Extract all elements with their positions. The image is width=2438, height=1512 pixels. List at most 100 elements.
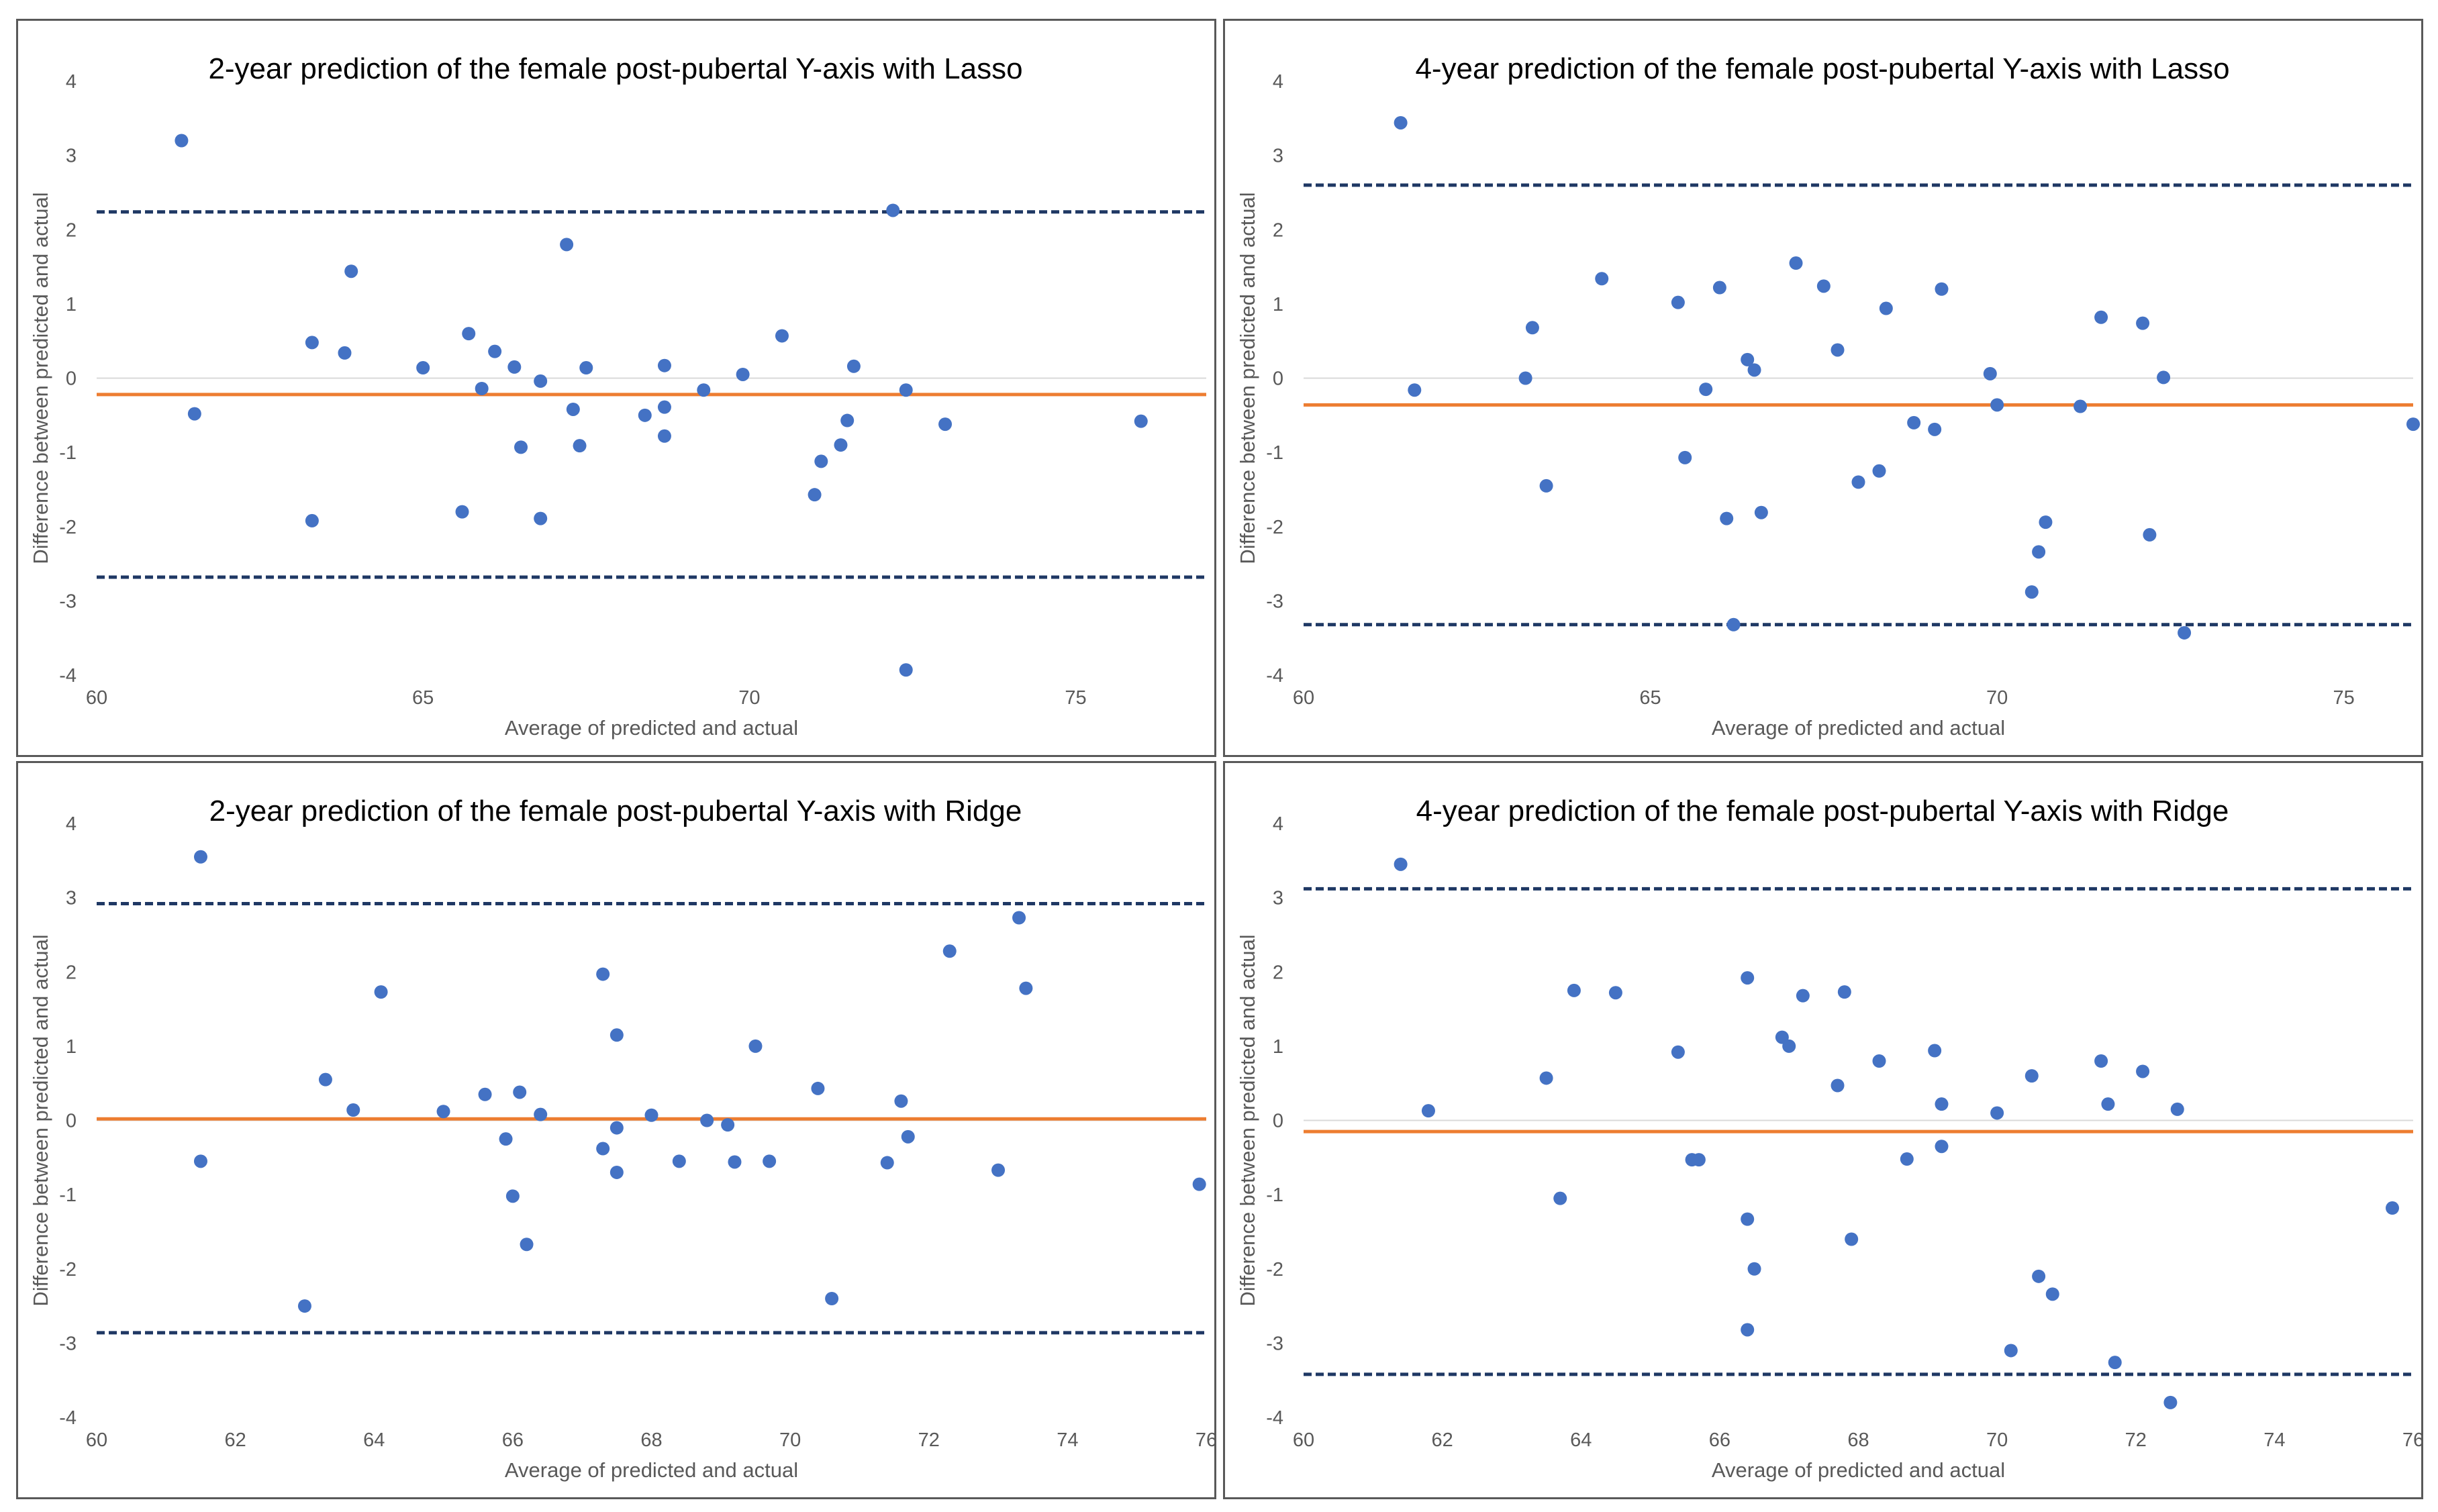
data-point — [1872, 464, 1886, 478]
x-axis-label: Average of predicted and actual — [505, 716, 798, 740]
x-tick-label: 70 — [738, 687, 760, 709]
data-point — [1394, 115, 1408, 130]
data-point — [2101, 1097, 2115, 1111]
data-point — [644, 1108, 659, 1122]
bland-altman-plot: 2-year prediction of the female post-pub… — [29, 795, 1214, 1482]
y-axis-label: Difference between predicted and actual — [1236, 934, 1259, 1306]
y-tick-label: -4 — [1266, 1407, 1283, 1429]
y-tick-label: -1 — [1266, 1185, 1283, 1206]
data-point — [1782, 1039, 1796, 1053]
data-point — [1879, 301, 1893, 315]
data-point — [1990, 398, 2004, 412]
y-tick-label: -1 — [1266, 442, 1283, 464]
data-point — [416, 361, 430, 375]
data-point — [721, 1118, 735, 1132]
bland-altman-plot: 4-year prediction of the female post-pub… — [1236, 795, 2421, 1482]
y-tick-label: 2 — [1273, 962, 1283, 983]
y-tick-label: 1 — [1273, 1036, 1283, 1058]
data-point — [1837, 985, 1851, 999]
x-tick-label: 60 — [1293, 687, 1314, 709]
data-point — [1394, 857, 1408, 871]
data-point — [318, 1072, 332, 1087]
y-tick-label: 1 — [66, 294, 77, 315]
y-tick-label: 4 — [1273, 813, 1283, 835]
data-point — [894, 1094, 908, 1108]
data-point — [462, 327, 476, 341]
data-point — [1928, 422, 1942, 436]
x-tick-label: 65 — [412, 687, 434, 709]
data-point — [610, 1121, 624, 1135]
y-tick-label: 0 — [1273, 1111, 1283, 1132]
x-axis-label: Average of predicted and actual — [505, 1458, 798, 1482]
data-point — [1741, 352, 1755, 366]
data-point — [1408, 383, 1422, 397]
data-point — [1845, 1232, 1859, 1246]
data-point — [1907, 415, 1921, 430]
data-point — [1192, 1177, 1206, 1191]
data-point — [1720, 511, 1734, 525]
x-tick-label: 76 — [2402, 1429, 2421, 1451]
chart-panel-lasso-2yr: 2-year prediction of the female post-pub… — [16, 19, 1216, 757]
data-point — [507, 360, 522, 374]
data-point — [534, 511, 548, 525]
data-point — [187, 407, 201, 421]
y-tick-label: -4 — [59, 1407, 77, 1429]
data-point — [2094, 1054, 2108, 1068]
y-tick-label: 1 — [66, 1036, 77, 1058]
x-tick-label: 74 — [2263, 1429, 2285, 1451]
data-point — [2094, 310, 2108, 324]
y-tick-label: -2 — [1266, 1259, 1283, 1280]
data-point — [775, 329, 789, 343]
chart-title: 2-year prediction of the female post-pub… — [209, 795, 1022, 827]
data-point — [374, 985, 388, 999]
data-point — [344, 264, 358, 279]
data-point — [657, 429, 671, 443]
x-tick-label: 76 — [1196, 1429, 1214, 1451]
y-tick-label: 2 — [1273, 219, 1283, 241]
data-point — [1872, 1054, 1886, 1068]
data-point — [1741, 1212, 1755, 1226]
data-point — [1789, 256, 1803, 270]
data-point — [560, 238, 574, 252]
data-point — [1567, 983, 1581, 997]
data-point — [2386, 1201, 2400, 1215]
x-tick-label: 75 — [2333, 687, 2355, 709]
chart-panel-ridge-2yr: 2-year prediction of the female post-pub… — [16, 761, 1216, 1499]
data-point — [514, 440, 528, 454]
data-point — [736, 367, 750, 381]
data-point — [505, 1189, 520, 1203]
data-point — [596, 1142, 610, 1156]
y-tick-label: -2 — [59, 517, 77, 538]
data-point — [899, 383, 913, 397]
data-point — [1012, 911, 1026, 925]
y-tick-label: -3 — [1266, 591, 1283, 612]
data-point — [1539, 1071, 1553, 1085]
y-tick-label: 4 — [1273, 71, 1283, 93]
data-point — [2163, 1395, 2178, 1409]
y-tick-label: 3 — [1273, 146, 1283, 167]
data-point — [1990, 1106, 2004, 1120]
x-tick-label: 70 — [779, 1429, 801, 1451]
data-point — [193, 850, 207, 864]
data-point — [814, 454, 828, 468]
y-tick-label: -4 — [59, 665, 77, 687]
data-point — [657, 400, 671, 414]
x-tick-label: 65 — [1639, 687, 1661, 709]
data-point — [455, 505, 469, 519]
data-point — [2074, 399, 2088, 413]
data-point — [899, 663, 913, 677]
data-point — [193, 1154, 207, 1168]
data-point — [1539, 478, 1553, 493]
data-point — [1608, 986, 1622, 1000]
data-point — [297, 1299, 311, 1313]
data-point — [566, 402, 580, 416]
data-point — [488, 344, 502, 358]
data-point — [2039, 515, 2053, 530]
data-point — [436, 1105, 450, 1119]
x-tick-label: 72 — [2125, 1429, 2147, 1451]
data-point — [1851, 475, 1865, 489]
y-tick-label: 0 — [66, 368, 77, 390]
y-tick-label: 1 — [1273, 294, 1283, 315]
x-tick-label: 70 — [1986, 687, 2008, 709]
data-point — [697, 383, 711, 397]
